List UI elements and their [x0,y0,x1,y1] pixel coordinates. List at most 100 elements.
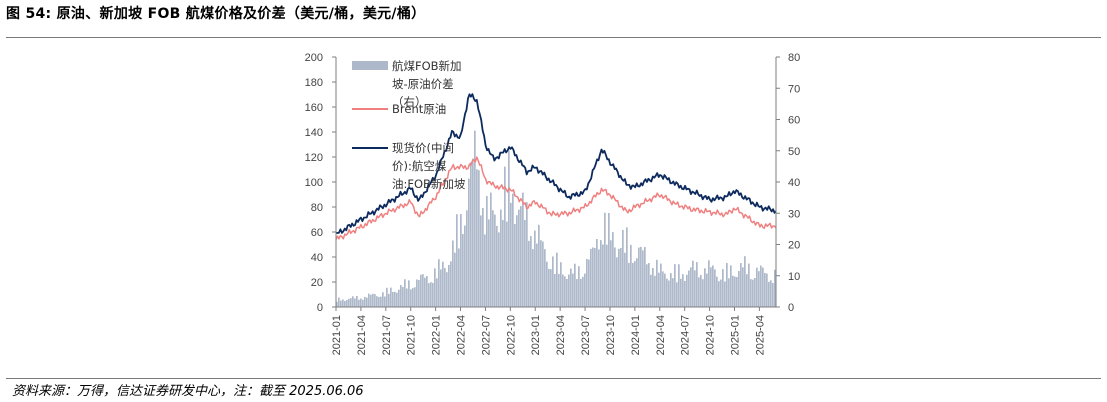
spread-bar [566,278,568,307]
bottom-rule [6,378,1101,379]
spread-bar [744,256,746,307]
spread-bar [470,162,472,307]
spread-bar [754,278,756,307]
spread-bar [400,285,402,307]
spread-bar [458,248,460,307]
spread-bar [738,271,740,307]
x-tick-label: 2021-07 [381,315,393,355]
spread-bar [522,192,524,307]
spread-bar [608,212,610,307]
legend-swatch-spread [352,61,388,70]
spread-bar [568,274,570,307]
spread-bar [596,238,598,307]
spread-bar [636,258,638,307]
spread-bar [574,263,576,307]
spread-bar [774,269,776,307]
spread-bar [620,248,622,307]
x-tick-label: 2021-04 [356,315,368,355]
spread-bar [414,287,416,307]
spread-bar [416,279,418,307]
legend-label: 价):航空煤 [392,159,447,173]
spread-bar [750,279,752,307]
spread-bar [658,272,660,307]
legend-label: 坡-原油价差 [392,77,454,91]
spread-bar [432,282,434,307]
left-tick-label: 60 [311,227,323,239]
spread-bar [378,297,380,307]
spread-bar [580,278,582,307]
spread-bar [646,264,648,307]
spread-bar [752,279,754,307]
spread-bar [724,281,726,307]
spread-bar [404,279,406,307]
x-tick-label: 2023-01 [530,315,542,355]
spread-bar [730,265,732,307]
spread-bar [506,221,508,307]
spread-bar [374,294,376,307]
spread-bar [464,225,466,307]
spread-bar [552,256,554,307]
spread-bar [434,268,436,307]
spread-bar [390,287,392,307]
spread-bar [602,244,604,307]
x-tick-label: 2024-10 [705,315,717,355]
legend-label: 油:FOB新加坡 [392,177,466,191]
right-tick-label: 40 [788,177,800,189]
spread-bar [358,299,360,307]
spread-bar [546,261,548,307]
right-tick-label: 60 [788,115,800,127]
spread-bar [442,261,444,307]
left-tick-label: 120 [305,152,323,164]
spread-bar [692,260,694,307]
spread-bar [472,158,474,307]
spread-bar [450,261,452,307]
spread-bar [698,277,700,307]
spread-bar [616,257,618,307]
spread-bar [420,274,422,307]
spread-bar [482,207,484,307]
legend-label: Brent原油 [392,102,446,116]
spread-bar [678,264,680,307]
spread-bar [598,249,600,307]
spread-bar [494,214,496,307]
spread-bar [768,281,770,307]
axes: 0 20 40 60 80 100 120 140 160 180 200 0 10 20 30 40 50 60… [305,52,801,355]
spread-bar [500,209,502,307]
spread-bar [642,250,644,307]
spread-bar [550,269,552,307]
spread-bar [582,276,584,307]
spread-bar [644,247,646,307]
spread-bar [562,274,564,307]
spread-bar [418,279,420,307]
spread-bar [348,298,350,307]
spread-bar [564,276,566,307]
spread-bar [362,299,364,307]
spread-bar [654,275,656,307]
spread-bar [704,268,706,307]
figure-title: 图 54: 原油、新加坡 FOB 航煤价格及价差（美元/桶，美元/桶） [6,6,426,22]
spread-bar [446,272,448,307]
spread-bar [422,274,424,307]
right-tick-label: 20 [788,240,800,252]
spread-bar [740,263,742,307]
spread-bar [736,277,738,307]
spread-bar [364,296,366,307]
spread-bar [490,192,492,307]
spread-bar [454,252,456,307]
spread-bar [634,261,636,307]
spread-bar [380,296,382,307]
left-tick-label: 140 [305,127,323,139]
spread-bar [542,241,544,307]
spread-bar [548,268,550,307]
right-tick-label: 0 [788,302,794,314]
spread-bar [346,300,348,307]
spread-bar [710,267,712,307]
spread-bar [478,170,480,307]
spread-bar [556,252,558,307]
spread-bar [460,213,462,307]
spread-bar [508,150,510,307]
spread-bar [492,210,494,307]
left-tick-label: 100 [305,177,323,189]
spread-bar [336,301,338,307]
